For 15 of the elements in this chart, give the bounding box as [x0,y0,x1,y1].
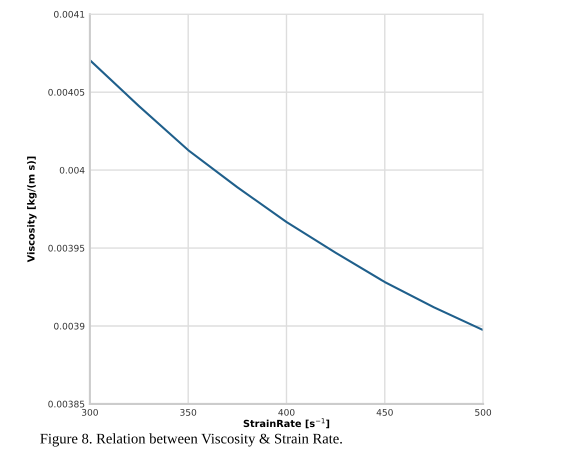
y-tick-label: 0.0039 [54,322,84,330]
caption: Figure 8. Relation between Viscosity & Strain Rate. [40,433,342,447]
x-tick-label: 450 [376,408,393,416]
x-tick-label: 350 [180,408,196,416]
x-tick-label: 500 [475,408,492,416]
x-tick-label: 400 [278,408,295,416]
y-tick-label: 0.00385 [48,400,84,408]
x-tick-label: 300 [82,408,98,416]
y-tick-label: 0.0041 [54,10,84,18]
y-tick-label: 0.00395 [48,244,84,252]
y-tick-label: 0.00405 [48,88,84,96]
y-tick-label: 0.004 [60,166,85,174]
x-axis-title: StrainRate [s$^{−1}$] [244,418,330,428]
line-series [90,59,484,332]
y-axis-title: Viscosity [kg/(m s)] [27,156,37,262]
